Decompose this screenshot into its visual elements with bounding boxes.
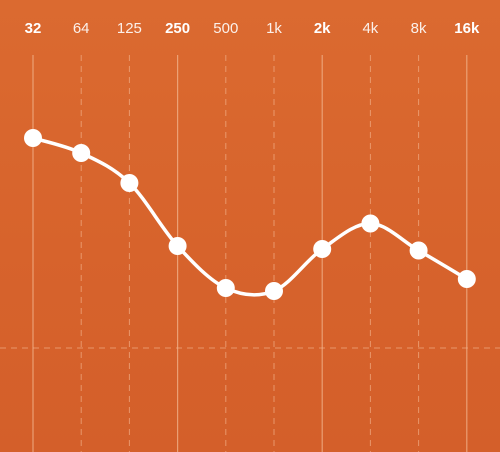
band-handle-16k[interactable] <box>457 270 476 288</box>
freq-label-250: 250 <box>165 20 190 37</box>
freq-label-500: 500 <box>213 20 238 37</box>
band-handle-4k[interactable] <box>361 214 380 233</box>
freq-label-8k: 8k <box>411 20 427 37</box>
band-handle-32[interactable] <box>24 129 42 147</box>
freq-label-4k: 4k <box>362 20 378 37</box>
band-handle-250[interactable] <box>168 237 187 255</box>
band-handles[interactable] <box>24 129 476 300</box>
freq-label-1k: 1k <box>266 20 282 37</box>
eq-curve-group <box>31 136 469 297</box>
eq-curve <box>31 136 469 297</box>
band-handle-1k[interactable] <box>265 282 283 300</box>
band-handle-64[interactable] <box>72 144 91 162</box>
band-handle-8k[interactable] <box>409 241 428 260</box>
frequency-labels: 32 64 125 250 500 1k 2k 4k 8k 16k <box>25 20 480 37</box>
band-handle-2k[interactable] <box>313 240 332 258</box>
freq-label-32: 32 <box>25 20 42 37</box>
freq-label-2k: 2k <box>314 20 331 37</box>
band-handle-125[interactable] <box>120 174 139 192</box>
freq-label-64: 64 <box>73 20 90 37</box>
band-handle-500[interactable] <box>216 279 235 297</box>
freq-label-125: 125 <box>117 20 142 37</box>
freq-label-16k: 16k <box>454 20 480 37</box>
